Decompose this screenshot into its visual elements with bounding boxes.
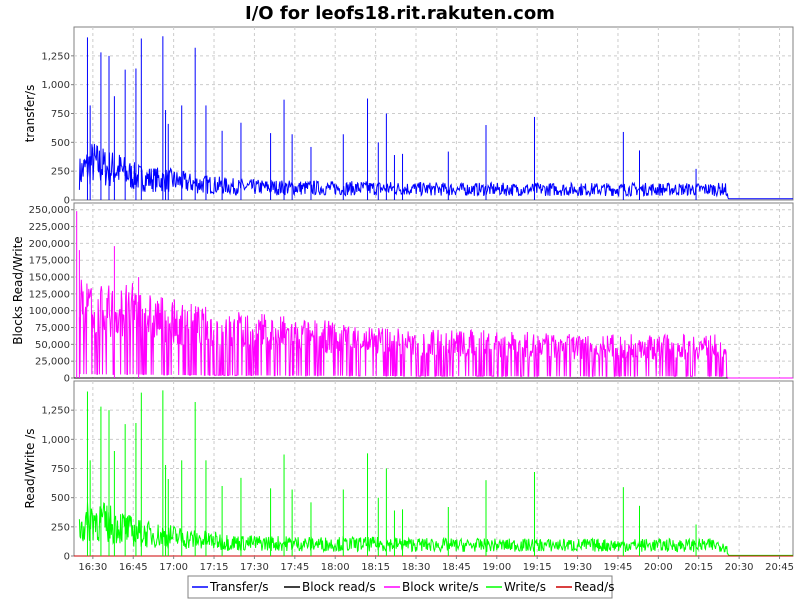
x-tick-label: 20:00 (644, 562, 673, 573)
x-tick-label: 19:30 (563, 562, 592, 573)
y-tick-label: 1,250 (41, 406, 70, 417)
y-tick-label: 250 (51, 167, 70, 178)
legend-item: Transfer/s (209, 580, 269, 594)
series-line (78, 502, 793, 556)
y-tick-label: 500 (51, 138, 70, 149)
y-tick-label: 250,000 (29, 205, 70, 216)
plot-frame (73, 380, 794, 557)
y-tick-label: 1,000 (41, 80, 70, 91)
x-tick-label: 17:30 (240, 562, 269, 573)
x-tick-label: 20:15 (684, 562, 713, 573)
x-tick-label: 20:30 (725, 562, 754, 573)
y-tick-label: 0 (64, 374, 70, 385)
x-tick-label: 17:15 (200, 562, 229, 573)
x-tick-label: 16:45 (119, 562, 148, 573)
y-axis-label: Read/Write /s (23, 429, 37, 509)
x-tick-label: 18:15 (361, 562, 390, 573)
x-tick-label: 17:45 (280, 562, 309, 573)
y-tick-label: 250 (51, 522, 70, 533)
x-tick-label: 18:00 (321, 562, 350, 573)
plot-frame (73, 26, 794, 201)
x-tick-label: 18:45 (442, 562, 471, 573)
chart-title: I/O for leofs18.rit.rakuten.com (245, 3, 555, 24)
y-axis-label: Blocks Read/Write (11, 236, 25, 344)
x-tick-label: 17:00 (159, 562, 188, 573)
y-tick-label: 100,000 (29, 306, 70, 317)
y-tick-label: 750 (51, 109, 70, 120)
x-tick-label: 20:45 (765, 562, 794, 573)
y-tick-label: 0 (64, 196, 70, 207)
x-tick-label: 18:30 (402, 562, 431, 573)
y-tick-label: 75,000 (35, 323, 70, 334)
x-tick-label: 19:45 (604, 562, 633, 573)
panel-2: 0 250 500 750 1,000 1,250 Read/Write /s (23, 380, 794, 563)
legend-item: Write/s (504, 580, 546, 594)
legend-item: Read/s (574, 580, 614, 594)
x-tick-label: 19:00 (482, 562, 511, 573)
y-tick-label: 225,000 (29, 222, 70, 233)
legend: Transfer/s Block read/s Block write/s Write… (187, 575, 614, 599)
series-line (78, 143, 793, 200)
y-tick-label: 200,000 (29, 239, 70, 250)
panel-0: 0 250 500 750 1,000 1,250 transfer/s (23, 26, 794, 207)
x-tick-label: 16:30 (78, 562, 107, 573)
chart-panels: 0 250 500 750 1,000 1,250 transfer/s 0 25,000 50,… (11, 26, 794, 563)
y-tick-label: 1,250 (41, 51, 70, 62)
legend-item: Block write/s (402, 580, 479, 594)
x-tick-label: 19:15 (523, 562, 552, 573)
y-tick-label: 125,000 (29, 289, 70, 300)
y-tick-label: 500 (51, 493, 70, 504)
legend-item: Block read/s (302, 580, 376, 594)
x-axis: 16:30 16:45 17:00 17:15 17:30 17:45 18:00 18:15… (78, 556, 794, 573)
panel-1: 0 25,000 50,000 75,000 100,000 125,000 150,000… (11, 202, 794, 385)
y-axis-label: transfer/s (23, 85, 37, 143)
y-tick-label: 50,000 (35, 340, 70, 351)
y-tick-label: 150,000 (29, 273, 70, 284)
y-tick-label: 1,000 (41, 435, 70, 446)
y-tick-label: 750 (51, 464, 70, 475)
series-line (78, 279, 793, 379)
y-tick-label: 175,000 (29, 256, 70, 267)
y-tick-label: 0 (64, 552, 70, 563)
y-tick-label: 25,000 (35, 357, 70, 368)
